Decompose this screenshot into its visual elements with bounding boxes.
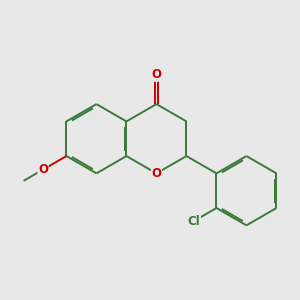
Text: Cl: Cl (188, 214, 200, 227)
Text: O: O (38, 163, 48, 176)
Text: O: O (152, 167, 161, 180)
Text: O: O (152, 68, 161, 81)
